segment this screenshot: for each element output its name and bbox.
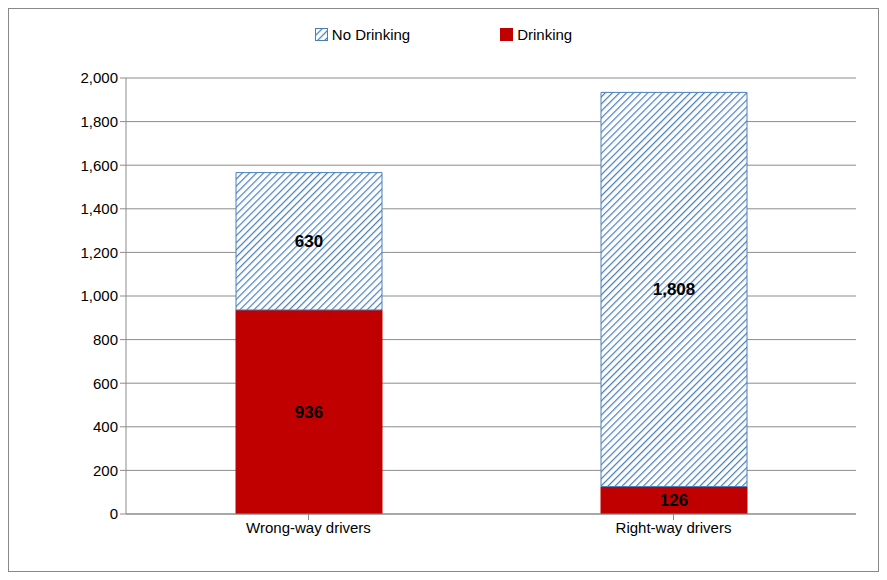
svg-text:Right-way drivers: Right-way drivers	[616, 519, 732, 536]
svg-text:Wrong-way drivers: Wrong-way drivers	[246, 519, 371, 536]
svg-text:0: 0	[110, 505, 118, 522]
svg-text:400: 400	[93, 418, 118, 435]
svg-text:1,600: 1,600	[80, 157, 118, 174]
svg-text:800: 800	[93, 331, 118, 348]
svg-text:936: 936	[295, 403, 323, 422]
svg-text:1,000: 1,000	[80, 287, 118, 304]
html-text:Drinking: Drinking	[517, 25, 573, 43]
html-text:No Drinking: No Drinking	[331, 25, 411, 43]
svg-text:126: 126	[660, 491, 688, 510]
svg-text:1,800: 1,800	[80, 113, 118, 130]
svg-text:1,808: 1,808	[653, 280, 696, 299]
svg-text:1,400: 1,400	[80, 200, 118, 217]
svg-text:630: 630	[295, 232, 323, 251]
svg-text:1,200: 1,200	[80, 244, 118, 261]
svg-text:200: 200	[93, 462, 118, 479]
svg-text:600: 600	[93, 375, 118, 392]
svg-text:2,000: 2,000	[80, 69, 118, 86]
